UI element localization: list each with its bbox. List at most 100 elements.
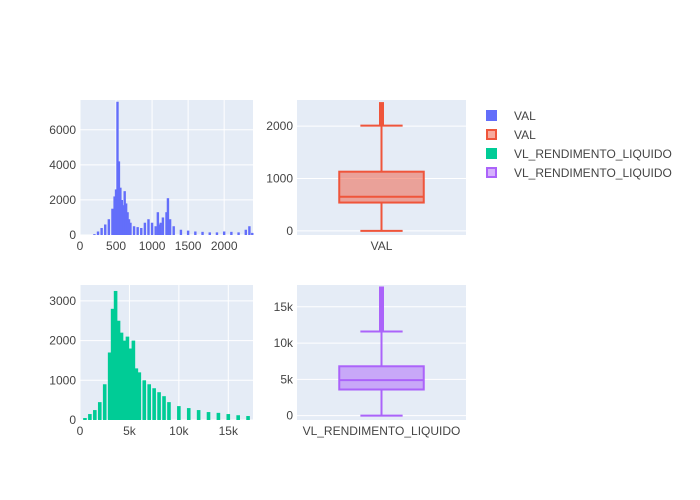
y-tick-label: 3000 [49,294,76,308]
histogram-bar [222,231,226,235]
histogram-bar [251,232,254,235]
histogram-bar [88,414,92,420]
histogram-bar [116,320,121,420]
x-tick-label: 10k [169,424,189,438]
histogram-bar [97,402,102,420]
histogram-bar [131,340,136,420]
histogram-bar [226,414,231,420]
histogram-bar [113,196,116,235]
legend-swatch-val-histogram [486,110,497,121]
histogram-bar [143,222,147,235]
histogram-bar [110,308,115,420]
histogram-bar [165,212,168,235]
legend-label-val-histogram: VAL [514,108,536,123]
histogram-bar [93,234,96,235]
histogram-bar [83,418,87,420]
histogram-bar [236,415,240,420]
histogram-bar [159,222,162,235]
x-tick-label: 5k [123,424,137,438]
histogram-bar [107,219,111,235]
histogram-bar [111,208,114,235]
histogram-bar [113,290,118,420]
histogram-bar [177,406,181,420]
histogram-bar [244,229,247,235]
histogram-bar [129,222,132,235]
histogram-bar [237,232,240,235]
histogram-bar [246,416,250,420]
legend-item-val-box[interactable]: VAL [486,125,672,144]
histogram-bar [179,229,183,235]
y-tick-label: 0 [286,409,293,423]
subplot-rendimento-histogram: 0 1000 2000 3000 0 5k 10k 15k [49,285,253,438]
histogram-bar [156,212,160,235]
histogram-bar [122,340,127,420]
histogram-bar [116,101,119,235]
y-tick-label: 4000 [49,158,76,172]
subplot-val-histogram: 0 2000 4000 6000 0 500 1000 1500 2000 [49,100,254,253]
legend-swatch-rendimento-histogram [486,148,497,159]
y-tick-label: 2000 [49,334,76,348]
histogram-bar [162,396,166,420]
histogram-bar [167,402,171,420]
subplot-val-box: 0 1000 2000 VAL [266,100,466,253]
histogram-bar [186,408,191,420]
y-tick-label: 10k [274,336,294,350]
histogram-bar [172,226,175,235]
histogram-bar [230,231,233,235]
histogram-bar [206,412,211,420]
legend-item-val-histogram[interactable]: VAL [486,106,672,125]
y-tick-label: 1000 [266,171,293,185]
histogram-bar [128,348,133,420]
histogram-bar [102,384,107,420]
histogram-bar [215,232,219,235]
legend-item-rendimento-histogram[interactable]: VL_RENDIMENTO_LIQUIDO [486,144,672,163]
y-tick-label: 5k [280,372,294,386]
y-tick-label: 0 [69,413,76,427]
histogram-bar [168,219,172,235]
x-tick-label: 1500 [175,239,202,253]
legend-label-rendimento-histogram: VL_RENDIMENTO_LIQUIDO [514,146,672,161]
x-tick-label: 15k [219,424,239,438]
histogram-bar [166,198,170,235]
legend-item-rendimento-box[interactable]: VL_RENDIMENTO_LIQUIDO [486,163,672,182]
legend-label-val-box: VAL [514,127,536,142]
histogram-bar [152,388,156,420]
y-tick-label: 0 [69,228,76,242]
x-tick-label: 500 [106,239,126,253]
histogram-bar [126,212,129,235]
x-category-label: VAL [371,239,393,253]
histogram-bar [96,231,100,235]
histogram-bar [132,226,136,235]
x-tick-label: 1000 [139,239,166,253]
histogram-bar [194,231,197,235]
legend: VAL VAL VL_RENDIMENTO_LIQUIDO VL_RENDIME… [486,106,672,182]
histogram-bar [186,230,190,235]
histogram-bar [208,232,211,235]
histogram-bar [161,217,165,235]
histogram-bar [104,224,107,235]
x-tick-label: 0 [77,239,84,253]
histogram-bar [93,410,97,420]
y-tick-label: 6000 [49,123,76,137]
histogram-bar [134,368,139,420]
subplot-rendimento-box: 0 5k 10k 15k VL_RENDIMENTO_LIQUIDO [274,285,466,438]
histogram-bar [147,219,150,235]
y-tick-label: 1000 [49,373,76,387]
histogram-bar [127,219,131,235]
histogram-bar [137,372,142,420]
histogram-bar [136,227,139,235]
legend-label-rendimento-box: VL_RENDIMENTO_LIQUIDO [514,165,672,180]
histogram-bar [216,412,221,420]
histogram-bar [117,161,121,235]
histogram-bar [107,352,112,420]
histogram-bar [125,336,130,420]
x-category-label: VL_RENDIMENTO_LIQUIDO [303,424,461,438]
histogram-bar [140,227,143,235]
y-tick-label: 15k [274,300,294,314]
box-iqr [338,365,425,391]
histogram-bar [119,332,124,420]
histogram-bar [142,380,147,420]
histogram-bar [150,222,154,235]
histogram-bar [147,384,152,420]
